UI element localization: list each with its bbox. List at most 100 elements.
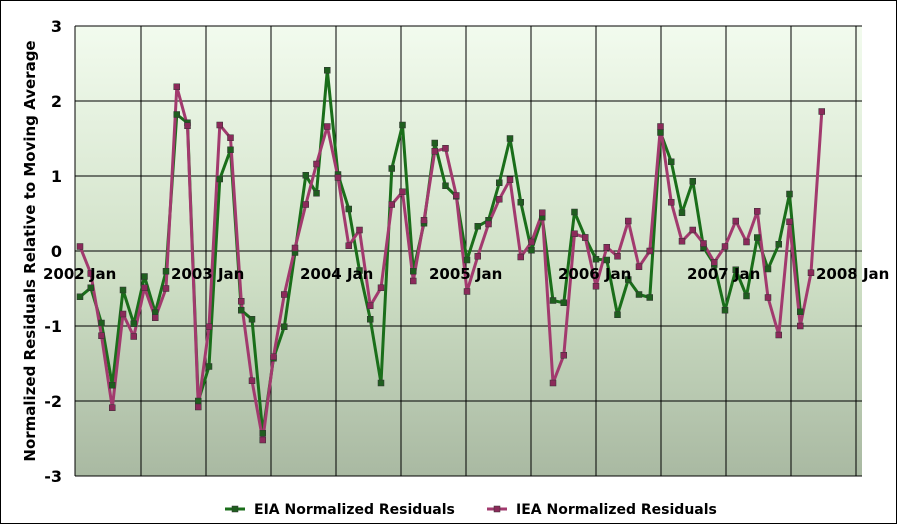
data-point-iea — [549, 379, 557, 387]
y-axis-ticks: 3 2 1 0 -1 -2 -3 — [44, 17, 62, 486]
data-point-eia — [592, 256, 600, 263]
data-point-eia — [668, 158, 675, 165]
series-line-iea — [78, 85, 824, 442]
data-point-iea — [786, 218, 793, 225]
y-tick-label: -3 — [44, 467, 62, 486]
data-point-eia — [195, 397, 202, 405]
data-point-eia — [431, 139, 438, 147]
data-point-iea — [420, 217, 428, 224]
data-point-iea — [302, 201, 309, 208]
data-point-eia — [646, 294, 653, 301]
legend-swatch-marker — [493, 505, 501, 513]
data-point-iea — [87, 270, 94, 277]
data-point-iea — [377, 284, 385, 291]
y-tick-label: 1 — [51, 167, 62, 186]
data-point-iea — [442, 145, 449, 152]
data-point-eia — [614, 311, 621, 318]
y-axis-label: Normalized Residuals Relative to Moving … — [21, 40, 39, 461]
x-tick-label: 2003 Jan — [171, 265, 244, 283]
data-point-eia — [76, 293, 84, 300]
data-point-iea — [162, 285, 170, 292]
x-tick-label: 2007 Jan — [687, 265, 760, 283]
data-point-iea — [614, 253, 621, 260]
data-point-iea — [700, 240, 707, 247]
y-tick-label: -2 — [44, 392, 62, 411]
data-point-eia — [775, 241, 782, 248]
data-point-iea — [797, 322, 804, 330]
data-point-iea — [721, 243, 729, 250]
data-point-eia — [754, 234, 761, 241]
x-tick-label: 2008 Jan — [816, 265, 889, 283]
data-point-iea — [356, 226, 363, 234]
y-tick-label: 3 — [51, 17, 62, 36]
data-point-eia — [141, 273, 148, 280]
x-tick-label: 2006 Jan — [558, 265, 631, 283]
data-point-iea — [775, 331, 782, 339]
data-point-iea — [248, 377, 256, 384]
data-point-iea — [732, 217, 739, 225]
data-point-eia — [281, 323, 288, 330]
data-point-eia — [657, 129, 664, 136]
data-point-iea — [807, 269, 815, 276]
data-point-iea — [668, 199, 675, 206]
data-point-eia — [721, 307, 729, 314]
data-point-eia — [388, 165, 395, 172]
data-point-iea — [603, 244, 610, 251]
data-point-iea — [98, 332, 105, 339]
data-point-eia — [302, 172, 309, 179]
data-point-eia — [238, 307, 245, 314]
data-point-iea — [313, 160, 320, 168]
data-point-iea — [76, 243, 84, 250]
data-point-iea — [152, 314, 159, 321]
data-point-eia — [743, 292, 750, 300]
data-point-eia — [98, 319, 105, 327]
data-point-eia — [410, 268, 417, 275]
data-point-iea — [496, 196, 503, 203]
data-point-eia — [560, 299, 567, 306]
data-point-eia — [356, 267, 363, 274]
series-markers — [76, 67, 825, 444]
data-point-iea — [109, 404, 116, 411]
data-point-eia — [571, 208, 578, 216]
data-point-eia — [732, 266, 739, 273]
data-point-eia — [324, 67, 331, 74]
data-point-eia — [786, 190, 793, 198]
data-point-eia — [517, 199, 524, 206]
data-point-iea — [388, 201, 395, 208]
data-point-iea — [195, 403, 202, 411]
data-point-eia — [259, 430, 266, 437]
data-point-eia — [173, 111, 180, 118]
data-point-iea — [582, 234, 589, 241]
data-point-eia — [474, 223, 481, 230]
data-point-iea — [238, 298, 245, 305]
data-point-iea — [646, 247, 653, 255]
data-point-iea — [711, 259, 718, 266]
data-point-eia — [87, 284, 94, 291]
data-point-eia — [367, 316, 374, 323]
data-point-iea — [227, 134, 234, 141]
data-point-eia — [313, 190, 320, 197]
data-point-eia — [377, 379, 385, 387]
data-point-iea — [754, 208, 761, 215]
legend: EIA Normalized Residuals IEA Normalized R… — [225, 502, 717, 518]
data-point-iea — [528, 238, 535, 246]
y-tick-label: 0 — [51, 242, 62, 261]
data-point-eia — [216, 175, 223, 183]
series-lines — [78, 68, 824, 442]
data-point-iea — [463, 288, 471, 295]
x-tick-label: 2004 Jan — [300, 265, 373, 283]
data-point-iea — [818, 108, 825, 115]
data-point-iea — [291, 244, 299, 252]
data-point-iea — [173, 83, 180, 90]
y-tick-label: 2 — [51, 92, 62, 111]
data-point-iea — [539, 209, 546, 216]
data-point-iea — [560, 352, 567, 359]
data-point-eia — [635, 291, 643, 298]
data-point-iea — [205, 323, 213, 330]
data-point-eia — [109, 382, 116, 389]
data-point-eia — [496, 179, 503, 186]
legend-swatch-marker — [231, 505, 239, 513]
data-point-iea — [678, 238, 686, 245]
data-point-eia — [625, 276, 632, 283]
